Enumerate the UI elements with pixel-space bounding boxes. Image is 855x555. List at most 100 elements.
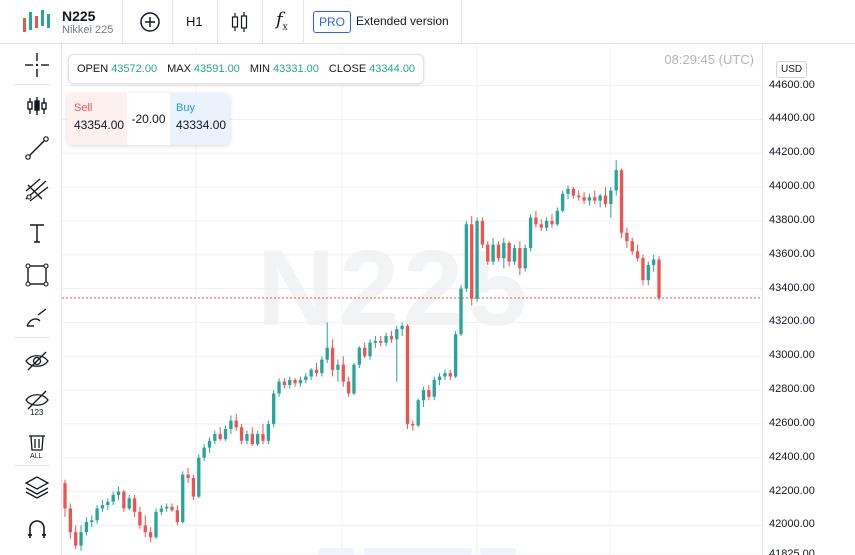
candle-body bbox=[336, 364, 340, 370]
candle-body bbox=[127, 498, 131, 509]
candle-body bbox=[330, 347, 335, 370]
candle-body bbox=[453, 334, 458, 377]
candle-body bbox=[202, 447, 206, 458]
candle-body bbox=[443, 373, 447, 377]
bars-tool-icon[interactable] bbox=[22, 91, 52, 121]
candle-body bbox=[346, 381, 351, 394]
scroll-handle[interactable] bbox=[318, 548, 354, 555]
candle-body bbox=[368, 342, 372, 357]
drawing-toolbar: 123 ALL bbox=[0, 44, 62, 555]
crosshair-icon[interactable] bbox=[22, 50, 52, 80]
currency-badge[interactable]: USD bbox=[776, 61, 808, 78]
candle-body bbox=[207, 440, 212, 448]
extended-version-link[interactable]: Extended version bbox=[356, 14, 449, 28]
min-label: MIN bbox=[249, 63, 270, 75]
candle-body bbox=[266, 423, 271, 441]
candle-body bbox=[432, 379, 436, 397]
trend-line-icon[interactable] bbox=[22, 133, 52, 163]
sell-label: Sell bbox=[74, 102, 93, 114]
price-tick-label: 44000.00 bbox=[769, 180, 815, 193]
candle-body bbox=[603, 195, 608, 205]
candle-body bbox=[197, 457, 201, 497]
rectangle-icon[interactable] bbox=[22, 260, 52, 290]
price-tick-label: 43400.00 bbox=[769, 281, 815, 294]
pro-badge[interactable]: PRO bbox=[313, 11, 352, 33]
price-tick-label: 41825.00 bbox=[769, 548, 815, 555]
candle-body bbox=[245, 434, 249, 441]
candle-body bbox=[111, 494, 115, 502]
spread-value: -20.00 bbox=[131, 112, 166, 126]
interval-button[interactable]: H1 bbox=[186, 14, 203, 29]
candle-body bbox=[512, 247, 517, 262]
candle-body bbox=[363, 347, 367, 357]
candle-body bbox=[352, 364, 356, 394]
candle-body bbox=[175, 510, 180, 523]
layers-icon[interactable] bbox=[22, 472, 52, 502]
candle-body bbox=[459, 288, 463, 335]
candle-body bbox=[614, 170, 618, 191]
candle-body bbox=[122, 491, 126, 509]
buy-price: 43334.00 bbox=[176, 118, 227, 132]
hide-drawings-icon[interactable] bbox=[22, 345, 52, 375]
candle-body bbox=[528, 217, 533, 248]
candle-body bbox=[132, 498, 137, 512]
buy-button[interactable]: Buy 43334.00 bbox=[170, 93, 230, 145]
candle-body bbox=[170, 506, 174, 511]
chart-area[interactable]: N225 08:29:45 (UTC) bbox=[62, 45, 762, 555]
candle-body bbox=[106, 501, 110, 506]
price-tick-label: 43000.00 bbox=[769, 349, 815, 362]
candle-body bbox=[587, 197, 592, 201]
price-axis[interactable]: 44600.00 44400.00 44200.00 44000.00 43800.00… bbox=[762, 45, 855, 555]
candle-body bbox=[464, 224, 469, 289]
candle-body bbox=[582, 197, 586, 201]
candle-body bbox=[523, 247, 527, 269]
candlestick-type-icon[interactable] bbox=[230, 10, 250, 34]
sell-price: 43354.00 bbox=[74, 118, 125, 132]
candle-body bbox=[646, 264, 650, 281]
sell-button[interactable]: Sell 43354.00 bbox=[67, 93, 127, 145]
price-tick-label: 44600.00 bbox=[769, 78, 815, 91]
candle-body bbox=[373, 341, 378, 343]
candle-body bbox=[357, 347, 361, 365]
indicators-fx-icon[interactable]: fx bbox=[276, 9, 288, 33]
toolbar-divider bbox=[172, 0, 173, 44]
candle-body bbox=[619, 170, 624, 233]
scroll-handle[interactable] bbox=[364, 548, 472, 555]
max-label: MAX bbox=[167, 63, 191, 75]
scroll-handle[interactable] bbox=[480, 548, 516, 555]
candlestick-chart[interactable] bbox=[62, 45, 762, 555]
candle-body bbox=[630, 241, 634, 252]
price-tick-label: 42600.00 bbox=[769, 416, 815, 429]
candle-body bbox=[165, 506, 169, 509]
candle-body bbox=[598, 195, 602, 201]
min-value: 43331.00 bbox=[272, 63, 319, 75]
candle-body bbox=[427, 390, 431, 397]
price-tick-label: 42200.00 bbox=[769, 484, 815, 497]
candle-body bbox=[480, 220, 485, 245]
candle-body bbox=[239, 427, 244, 441]
candle-body bbox=[325, 347, 329, 360]
candle-body bbox=[250, 434, 254, 445]
hide-indicators-icon[interactable]: 123 bbox=[22, 387, 52, 417]
candle-body bbox=[635, 251, 640, 259]
price-tick-label: 42800.00 bbox=[769, 383, 815, 396]
brush-icon[interactable] bbox=[22, 303, 52, 333]
candle-body bbox=[320, 359, 324, 374]
svg-text:ALL: ALL bbox=[30, 453, 43, 460]
candle-body bbox=[405, 325, 410, 424]
trade-panel: Sell 43354.00 -20.00 Buy 43334.00 bbox=[67, 93, 230, 145]
price-tick-label: 42400.00 bbox=[769, 450, 815, 463]
text-tool-icon[interactable] bbox=[22, 218, 52, 248]
pitchfork-icon[interactable] bbox=[22, 175, 52, 205]
candle-body bbox=[309, 369, 313, 377]
open-value: 43572.00 bbox=[111, 63, 158, 75]
remove-all-icon[interactable]: ALL bbox=[22, 430, 52, 460]
candle-body bbox=[154, 511, 158, 538]
candle-body bbox=[84, 522, 89, 533]
magnet-icon[interactable] bbox=[22, 514, 52, 544]
candle-body bbox=[593, 197, 597, 201]
symbol-name[interactable]: N225 bbox=[62, 8, 96, 24]
add-symbol-icon[interactable] bbox=[138, 10, 162, 34]
candle-body bbox=[68, 508, 73, 533]
